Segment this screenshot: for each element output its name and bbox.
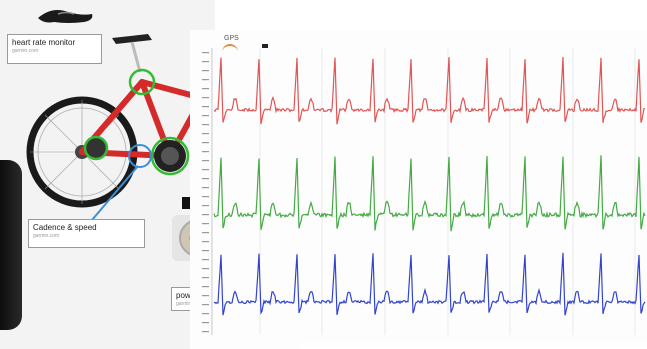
ecg-trace-blue	[213, 252, 646, 316]
axis-tick	[202, 133, 209, 135]
axis-tick	[202, 178, 209, 180]
axis-tick	[202, 232, 209, 234]
axis-tick	[202, 214, 209, 216]
gps-label: GPS	[224, 35, 239, 42]
bottom-fade	[300, 338, 647, 349]
axis-tick	[202, 187, 209, 189]
axis-tick	[202, 169, 209, 171]
axis-tick	[202, 250, 209, 252]
ecg-chart-panel: GPS	[190, 30, 647, 349]
axis-tick	[202, 322, 209, 324]
ecg-trace-green	[213, 155, 646, 232]
ecg-traces	[202, 48, 646, 335]
axis-tick	[202, 88, 209, 90]
cadence-source: garmin.com	[33, 233, 60, 239]
axis-tick	[202, 259, 209, 261]
gps-device-icon	[262, 44, 268, 48]
axis-tick	[202, 205, 209, 207]
cadence-label: Cadence & speed	[33, 223, 97, 232]
axis-tick	[202, 277, 209, 279]
axis-tick	[202, 331, 209, 333]
watch-device-image	[0, 160, 22, 330]
axis-tick	[202, 106, 209, 108]
axis-tick	[202, 241, 209, 243]
axis-tick	[202, 295, 209, 297]
cadence-label-box: Cadence & speed garmin.com	[28, 219, 145, 248]
axis-tick	[202, 79, 209, 81]
power-source: garmin.com	[176, 301, 215, 308]
ecg-trace-red	[213, 56, 646, 125]
axis-tick	[202, 97, 209, 99]
axis-tick	[202, 70, 209, 72]
heart-rate-label-box: heart rate monitor garmin.com	[7, 34, 102, 64]
power-label: powe	[176, 291, 196, 300]
axis-tick	[202, 115, 209, 117]
heart-rate-strap-image	[38, 10, 93, 23]
axis-tick	[202, 313, 209, 315]
axis-tick	[202, 160, 209, 162]
axis-tick	[202, 196, 209, 198]
axis-tick	[202, 142, 209, 144]
heart-rate-label: heart rate monitor	[12, 38, 76, 47]
device-collage: heart rate monitor garmin.com	[0, 0, 220, 349]
axis-tick	[202, 304, 209, 306]
axis-tick	[202, 151, 209, 153]
axis-tick	[202, 52, 209, 54]
gps-logo-icon	[222, 44, 238, 52]
axis-tick	[202, 223, 209, 225]
axis-tick	[202, 124, 209, 126]
axis-tick	[202, 268, 209, 270]
axis-tick	[202, 61, 209, 63]
axis-tick	[202, 286, 209, 288]
heart-rate-source: garmin.com	[12, 48, 39, 54]
